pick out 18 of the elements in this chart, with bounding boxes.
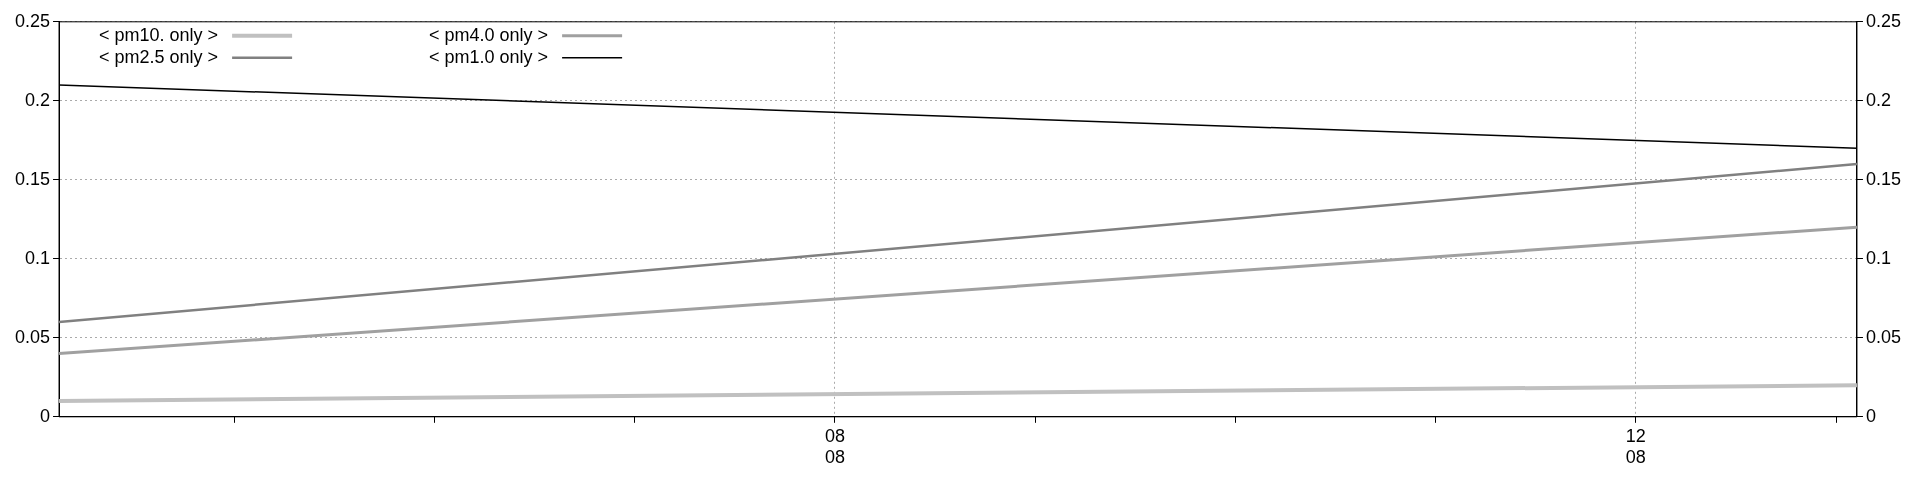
y-tick-label: 0.25 bbox=[14, 10, 51, 31]
legend-label: < pm2.5 only > bbox=[99, 46, 219, 67]
y2-tick-label: 0 bbox=[1865, 405, 1876, 426]
x-tick-label: 12 08 bbox=[1625, 425, 1646, 468]
y2-tick-label: 0.05 bbox=[1865, 326, 1902, 347]
y2-tick-label: 0.2 bbox=[1865, 89, 1891, 110]
x-tick-label: 08 08 bbox=[824, 425, 845, 468]
legend-label: < pm1.0 only > bbox=[429, 46, 549, 67]
legend-label: < pm4.0 only > bbox=[429, 24, 549, 45]
legend-label: < pm10. only > bbox=[99, 24, 219, 45]
y2-tick-label: 0.1 bbox=[1865, 247, 1891, 268]
y-tick-label: 0 bbox=[40, 405, 51, 426]
y-tick-label: 0.2 bbox=[25, 89, 51, 110]
y2-tick-label: 0.25 bbox=[1865, 10, 1902, 31]
y-tick-label: 0.1 bbox=[25, 247, 51, 268]
y2-tick-label: 0.15 bbox=[1865, 168, 1902, 189]
y-tick-label: 0.05 bbox=[14, 326, 51, 347]
y-tick-label: 0.15 bbox=[14, 168, 51, 189]
